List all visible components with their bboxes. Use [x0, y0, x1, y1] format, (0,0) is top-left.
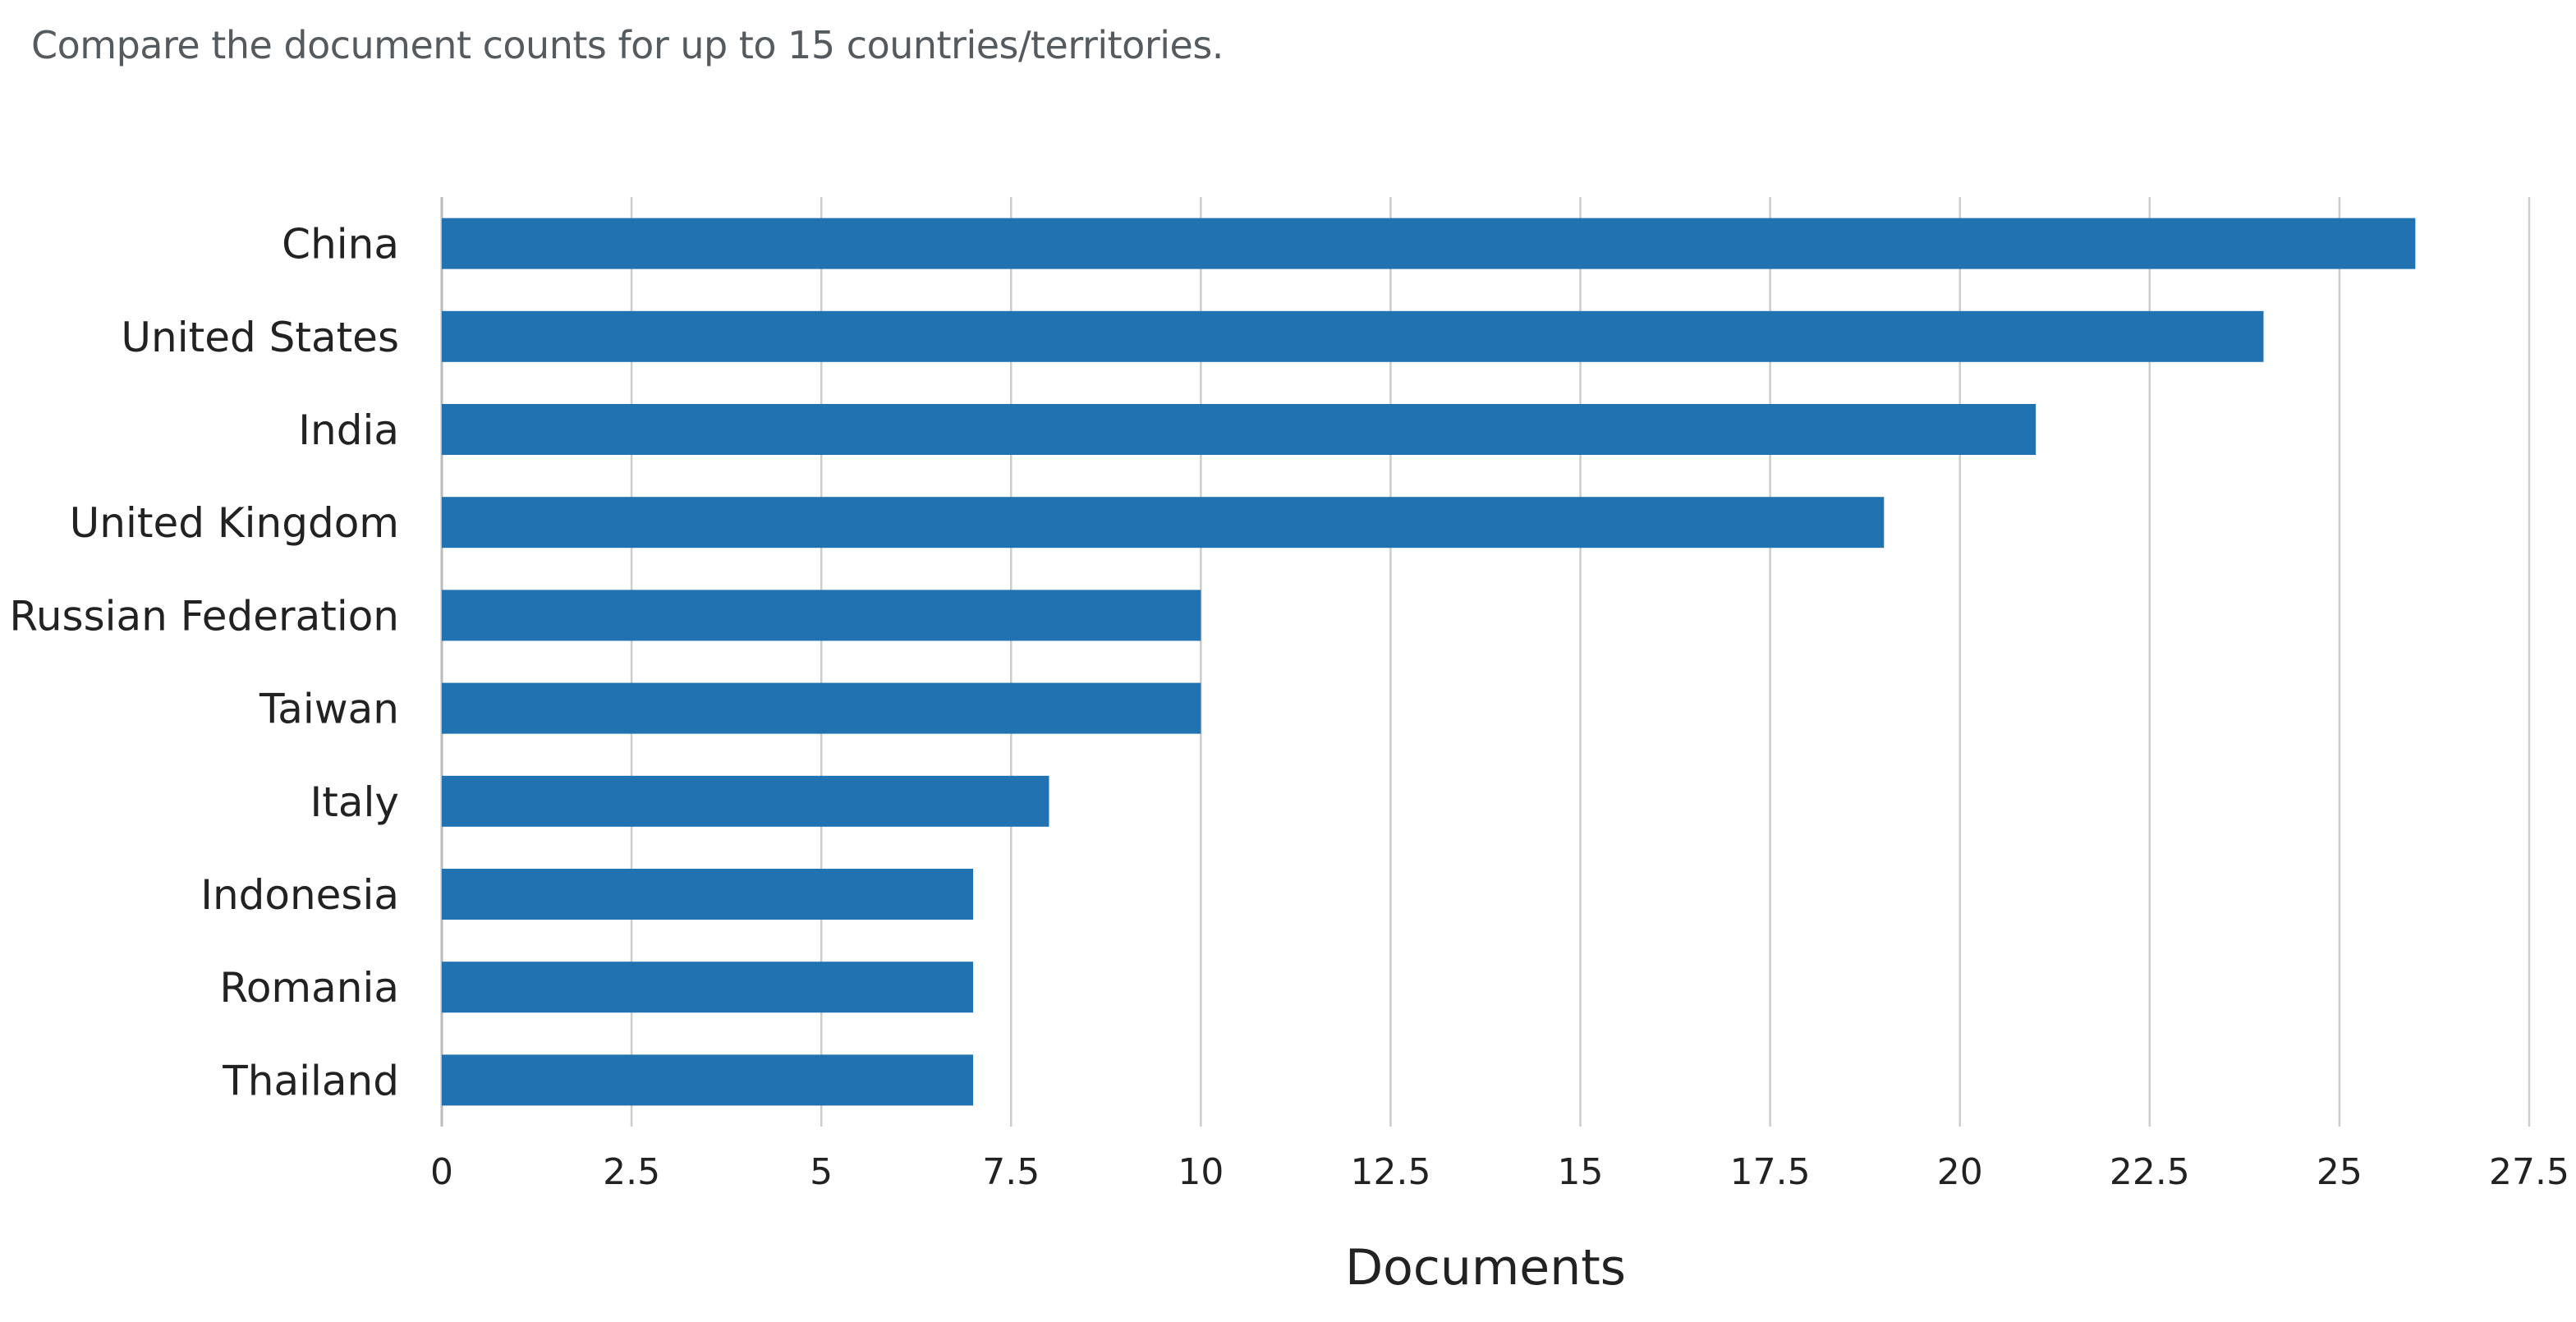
- bar: [442, 590, 1201, 641]
- x-tick-label: 10: [1178, 1151, 1224, 1193]
- x-tick-label: 27.5: [2489, 1151, 2569, 1193]
- x-tick-label: 7.5: [982, 1151, 1040, 1193]
- category-labels: China United States India United Kingdom Rus…: [9, 221, 399, 1105]
- x-tick-label: 17.5: [1730, 1151, 1811, 1193]
- category-label: United Kingdom: [70, 499, 399, 547]
- category-label: Thailand: [222, 1057, 399, 1104]
- x-tick-label: 12.5: [1350, 1151, 1430, 1193]
- x-tick-label: 20: [1937, 1151, 1983, 1193]
- x-axis-ticks: 0 2.5 5 7.5 10 12.5 15 17.5 20 22.5 25 27.5: [430, 1151, 2569, 1193]
- x-tick-label: 15: [1558, 1151, 1604, 1193]
- bar: [442, 310, 2264, 362]
- bar: [442, 682, 1201, 734]
- category-label: Taiwan: [259, 686, 399, 733]
- bars: [442, 218, 2416, 1106]
- bar: [442, 775, 1049, 827]
- x-axis-title: Documents: [1345, 1239, 1626, 1297]
- category-label: Romania: [219, 964, 399, 1012]
- x-tick-label: 22.5: [2110, 1151, 2190, 1193]
- bar: [442, 1054, 974, 1106]
- bar: [442, 962, 974, 1013]
- chart-subtitle: Compare the document counts for up to 15…: [31, 23, 1224, 67]
- category-label: United States: [121, 314, 399, 361]
- x-tick-label: 5: [810, 1151, 833, 1193]
- x-tick-label: 0: [430, 1151, 453, 1193]
- bar: [442, 404, 2036, 455]
- category-label: Indonesia: [200, 871, 399, 919]
- category-label: China: [282, 221, 399, 269]
- bar: [442, 218, 2416, 269]
- category-label: India: [298, 406, 399, 454]
- bar: [442, 497, 1885, 549]
- category-label: Russian Federation: [9, 592, 399, 640]
- bar: [442, 869, 974, 920]
- x-tick-label: 2.5: [603, 1151, 660, 1193]
- category-label: Italy: [310, 778, 399, 826]
- x-tick-label: 25: [2317, 1151, 2362, 1193]
